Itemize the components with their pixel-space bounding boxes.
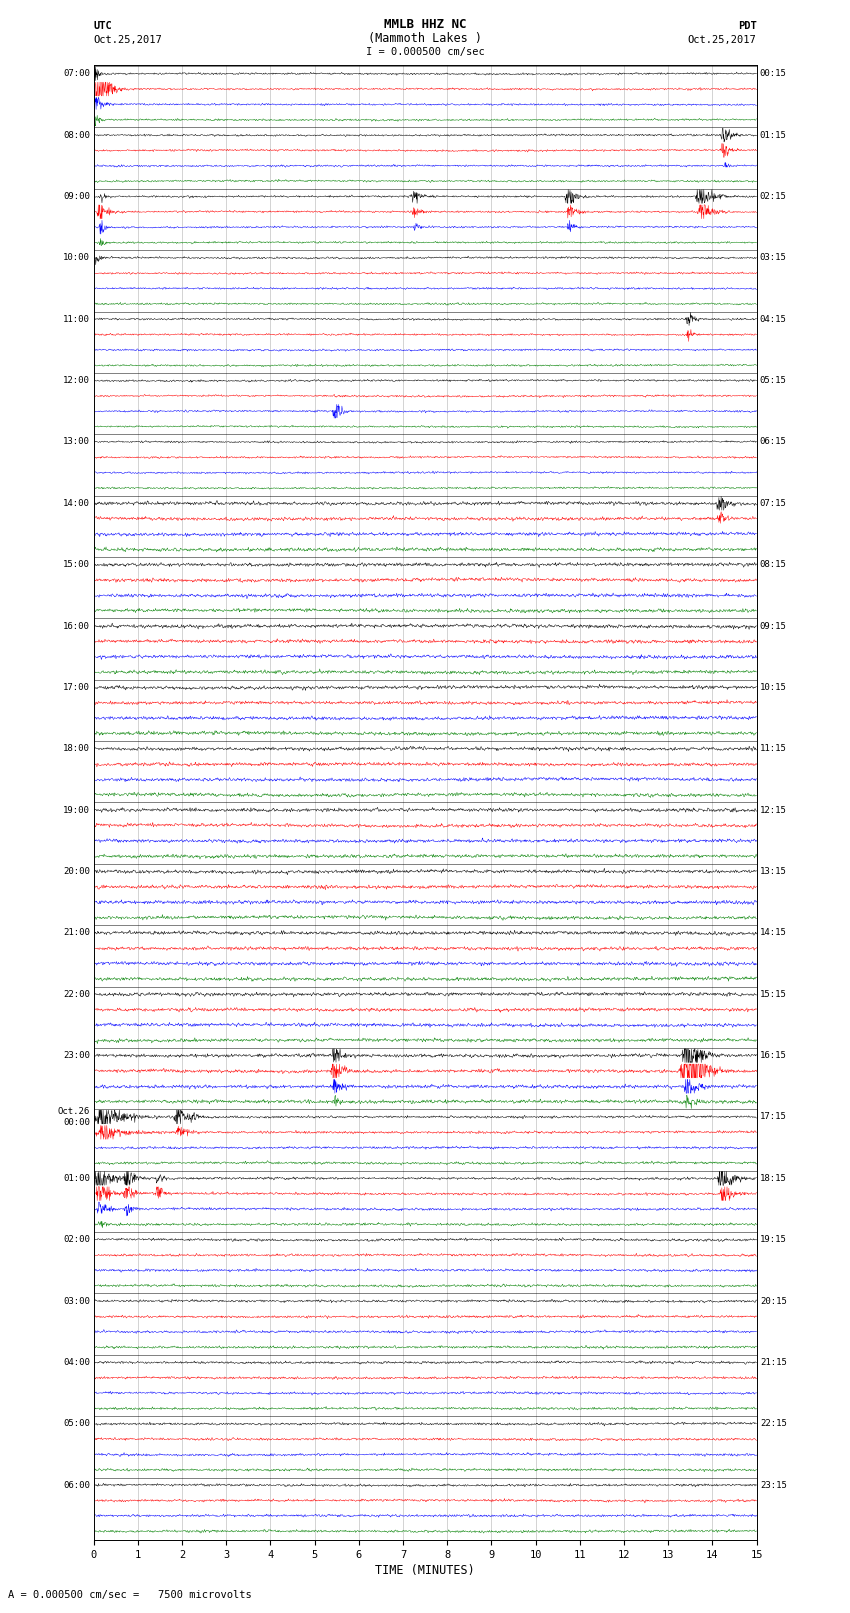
Text: MMLB HHZ NC: MMLB HHZ NC [383, 18, 467, 31]
Text: 02:15: 02:15 [760, 192, 787, 202]
Text: 10:15: 10:15 [760, 682, 787, 692]
Text: 08:00: 08:00 [63, 131, 90, 140]
Text: 15:00: 15:00 [63, 560, 90, 569]
Text: 06:00: 06:00 [63, 1481, 90, 1490]
Text: Oct.26
00:00: Oct.26 00:00 [58, 1107, 90, 1126]
Text: 06:15: 06:15 [760, 437, 787, 447]
Text: 08:15: 08:15 [760, 560, 787, 569]
Text: 18:15: 18:15 [760, 1174, 787, 1182]
Text: 04:00: 04:00 [63, 1358, 90, 1366]
Text: 04:15: 04:15 [760, 315, 787, 324]
Text: 09:15: 09:15 [760, 621, 787, 631]
Text: PDT: PDT [738, 21, 756, 31]
Text: 22:00: 22:00 [63, 990, 90, 998]
Text: 01:00: 01:00 [63, 1174, 90, 1182]
Text: 19:15: 19:15 [760, 1236, 787, 1244]
Text: 07:00: 07:00 [63, 69, 90, 77]
Text: 16:15: 16:15 [760, 1052, 787, 1060]
Text: 12:15: 12:15 [760, 805, 787, 815]
Text: 12:00: 12:00 [63, 376, 90, 386]
Text: (Mammoth Lakes ): (Mammoth Lakes ) [368, 32, 482, 45]
Text: A = 0.000500 cm/sec =   7500 microvolts: A = 0.000500 cm/sec = 7500 microvolts [8, 1590, 252, 1600]
Text: 03:00: 03:00 [63, 1297, 90, 1305]
Text: 11:15: 11:15 [760, 744, 787, 753]
Text: 02:00: 02:00 [63, 1236, 90, 1244]
Text: 16:00: 16:00 [63, 621, 90, 631]
Text: UTC: UTC [94, 21, 112, 31]
Text: 21:15: 21:15 [760, 1358, 787, 1366]
Text: 21:00: 21:00 [63, 929, 90, 937]
Text: 05:15: 05:15 [760, 376, 787, 386]
Text: 15:15: 15:15 [760, 990, 787, 998]
Text: Oct.25,2017: Oct.25,2017 [688, 35, 756, 45]
Text: 00:15: 00:15 [760, 69, 787, 77]
Text: 20:00: 20:00 [63, 868, 90, 876]
Text: 19:00: 19:00 [63, 805, 90, 815]
Text: 22:15: 22:15 [760, 1419, 787, 1429]
Text: I = 0.000500 cm/sec: I = 0.000500 cm/sec [366, 47, 484, 56]
Text: 01:15: 01:15 [760, 131, 787, 140]
Text: 11:00: 11:00 [63, 315, 90, 324]
Text: 13:15: 13:15 [760, 868, 787, 876]
Text: 07:15: 07:15 [760, 498, 787, 508]
Text: 23:15: 23:15 [760, 1481, 787, 1490]
Text: 09:00: 09:00 [63, 192, 90, 202]
Text: 05:00: 05:00 [63, 1419, 90, 1429]
Text: 20:15: 20:15 [760, 1297, 787, 1305]
Text: 18:00: 18:00 [63, 744, 90, 753]
Text: 17:00: 17:00 [63, 682, 90, 692]
Text: 17:15: 17:15 [760, 1113, 787, 1121]
Text: 14:15: 14:15 [760, 929, 787, 937]
Text: 23:00: 23:00 [63, 1052, 90, 1060]
Text: Oct.25,2017: Oct.25,2017 [94, 35, 162, 45]
Text: 13:00: 13:00 [63, 437, 90, 447]
Text: 10:00: 10:00 [63, 253, 90, 263]
Text: 03:15: 03:15 [760, 253, 787, 263]
Text: 14:00: 14:00 [63, 498, 90, 508]
X-axis label: TIME (MINUTES): TIME (MINUTES) [375, 1565, 475, 1578]
